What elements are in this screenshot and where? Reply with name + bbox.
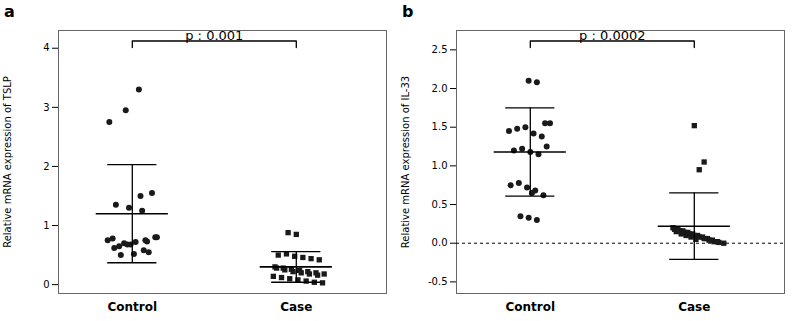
svg-text:Relative mRNA expression of IL: Relative mRNA expression of IL-33 <box>400 76 411 248</box>
svg-text:4: 4 <box>43 42 49 53</box>
svg-text:3: 3 <box>43 102 49 113</box>
svg-text:0.0: 0.0 <box>432 237 448 248</box>
svg-text:1.5: 1.5 <box>432 121 448 132</box>
svg-text:p : 0.0002: p : 0.0002 <box>579 28 645 43</box>
svg-text:1: 1 <box>43 220 49 231</box>
html-text:a: a <box>4 2 15 21</box>
svg-text:2.0: 2.0 <box>432 83 448 94</box>
svg-text:0.5: 0.5 <box>432 199 448 210</box>
svg-text:1.0: 1.0 <box>432 160 448 171</box>
svg-text:-0.5: -0.5 <box>428 276 448 287</box>
svg-text:Control: Control <box>505 300 555 314</box>
svg-text:Relative mRNA expression of TS: Relative mRNA expression of TSLP <box>2 76 13 248</box>
svg-text:Case: Case <box>678 300 710 314</box>
svg-text:0: 0 <box>43 279 49 290</box>
svg-text:Control: Control <box>107 300 157 314</box>
html-text:b: b <box>402 2 414 21</box>
svg-text:2: 2 <box>43 161 49 172</box>
svg-text:p : 0.001: p : 0.001 <box>185 28 243 43</box>
svg-text:Case: Case <box>280 300 312 314</box>
svg-text:2.5: 2.5 <box>432 44 448 55</box>
